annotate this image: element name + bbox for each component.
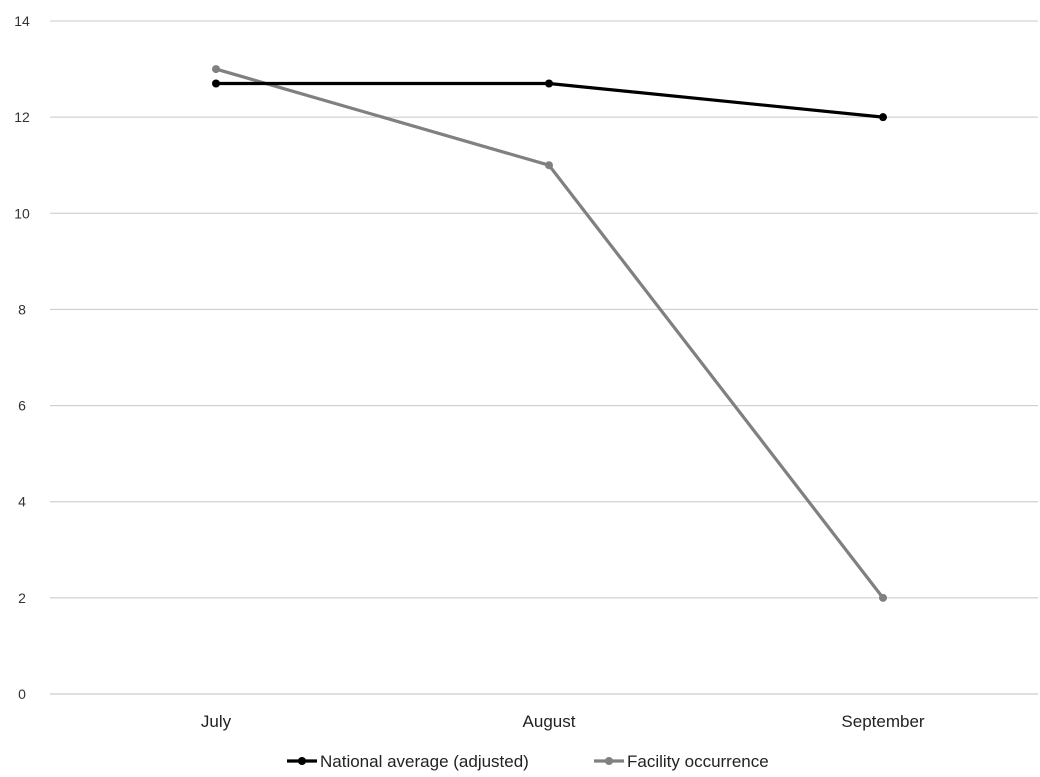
y-tick-label: 2 (18, 590, 26, 606)
gridlines (50, 20, 1038, 695)
legend-label: Facility occurrence (627, 752, 769, 771)
legend-marker (605, 757, 613, 765)
data-point (545, 79, 553, 88)
y-tick-label: 10 (14, 205, 30, 221)
y-tick-label: 12 (14, 109, 30, 125)
series-lines (212, 65, 887, 602)
data-point (879, 593, 887, 602)
x-tick-label: August (523, 712, 576, 731)
series-line (216, 81, 884, 119)
data-point (212, 79, 220, 88)
y-tick-label: 14 (14, 13, 30, 29)
y-tick-label: 8 (18, 301, 26, 317)
y-tick-label: 6 (18, 398, 26, 414)
data-point (545, 161, 553, 170)
data-point (212, 65, 220, 74)
legend-label: National average (adjusted) (320, 752, 529, 771)
data-point (879, 113, 887, 122)
x-axis-ticks: July August September (201, 712, 925, 731)
x-tick-label: July (201, 712, 232, 731)
series-line (215, 67, 885, 599)
y-axis-ticks: 0 2 4 6 8 10 12 14 (14, 13, 30, 702)
x-tick-label: September (841, 712, 924, 731)
legend-item: Facility occurrence (594, 752, 769, 771)
legend-marker (298, 757, 306, 765)
legend: National average (adjusted) Facility occu… (287, 752, 769, 771)
y-tick-label: 4 (18, 494, 26, 510)
legend-item: National average (adjusted) (287, 752, 529, 771)
y-tick-label: 0 (18, 686, 26, 702)
